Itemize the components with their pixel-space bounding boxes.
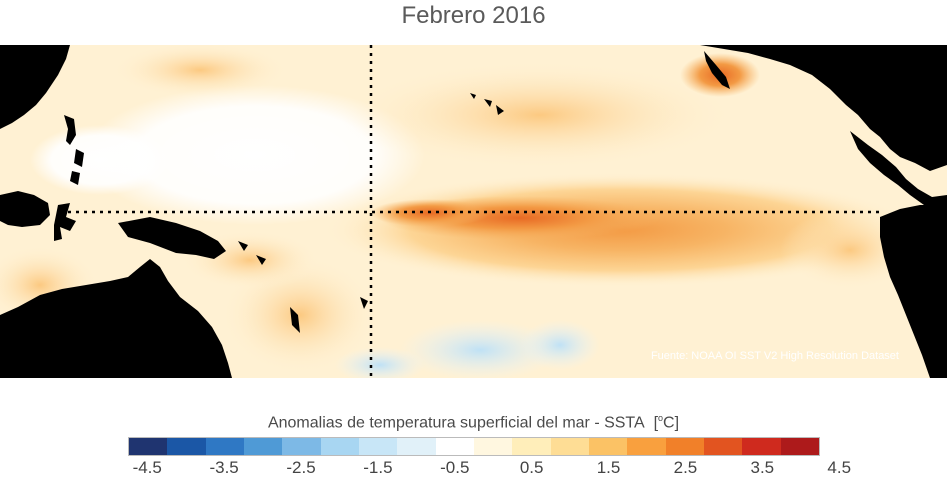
land-borneo <box>0 191 50 227</box>
land-north-america <box>700 45 947 171</box>
colorbar-tick-label: -0.5 <box>440 458 470 477</box>
colorbar-title-text: Anomalias de temperatura superficial del… <box>267 414 645 432</box>
land-central-america <box>850 131 947 213</box>
colorbar <box>128 437 820 456</box>
colorbar-segment <box>129 438 168 455</box>
land-new-guinea <box>118 217 226 259</box>
land-asia <box>0 45 70 129</box>
colorbar-tick-label: 3.5 <box>750 458 775 477</box>
map-title: Febrero 2016 <box>401 2 546 29</box>
colorbar-ticks: -4.5 -3.5 -2.5 -1.5 -0.5 0.5 1.5 2.5 3.5 4.5 <box>128 458 851 480</box>
anomaly-field <box>0 45 920 378</box>
colorbar-unit-suffix: C] <box>663 414 680 432</box>
colorbar-segment <box>320 438 359 455</box>
colorbar-tick-label: -2.5 <box>286 458 316 477</box>
colorbar-tick-label: 2.5 <box>673 458 698 477</box>
colorbar-segment <box>473 438 513 455</box>
colorbar-segment <box>627 438 666 455</box>
colorbar-tick-label: -3.5 <box>209 458 239 477</box>
land-baja <box>704 51 730 89</box>
colorbar-unit-prefix: [ <box>653 414 659 432</box>
land-hawaii <box>470 93 504 115</box>
land-islands-1 <box>238 241 266 265</box>
land-sulawesi <box>54 203 76 241</box>
colorbar-segment <box>703 438 743 455</box>
colorbar-tick-label: 0.5 <box>519 458 544 477</box>
colorbar-segment <box>665 438 704 455</box>
colorbar-segment <box>358 438 398 455</box>
land-masses <box>0 45 947 378</box>
land-australia <box>0 259 232 378</box>
land-caribbean <box>880 101 932 117</box>
land-south-america <box>880 205 947 378</box>
colorbar-tick-label: -1.5 <box>363 458 393 477</box>
land-philippines <box>64 115 84 185</box>
sst-anomaly-map <box>0 45 947 378</box>
colorbar-segment <box>282 438 321 455</box>
colorbar-segment <box>397 438 436 455</box>
colorbar-segment <box>435 438 474 455</box>
colorbar-tick-label: -4.5 <box>132 458 162 477</box>
colorbar-segment <box>550 438 589 455</box>
colorbar-segment <box>780 438 819 455</box>
colorbar-unit-sup: o <box>658 413 664 423</box>
land-islands-2 <box>290 297 368 333</box>
colorbar-segment <box>167 438 206 455</box>
colorbar-segment <box>588 438 628 455</box>
colorbar-segment <box>742 438 781 455</box>
colorbar-segment <box>512 438 551 455</box>
colorbar-tick-label: 1.5 <box>596 458 621 477</box>
colorbar-segment <box>243 438 283 455</box>
colorbar-title: Anomalias de temperatura superficial del… <box>0 413 947 432</box>
data-source-label: Fuente: NOAA OI SST V2 High Resolution D… <box>650 350 899 362</box>
colorbar-segment <box>205 438 244 455</box>
colorbar-tick-label: 4.5 <box>827 458 852 477</box>
reference-lines <box>60 45 882 378</box>
